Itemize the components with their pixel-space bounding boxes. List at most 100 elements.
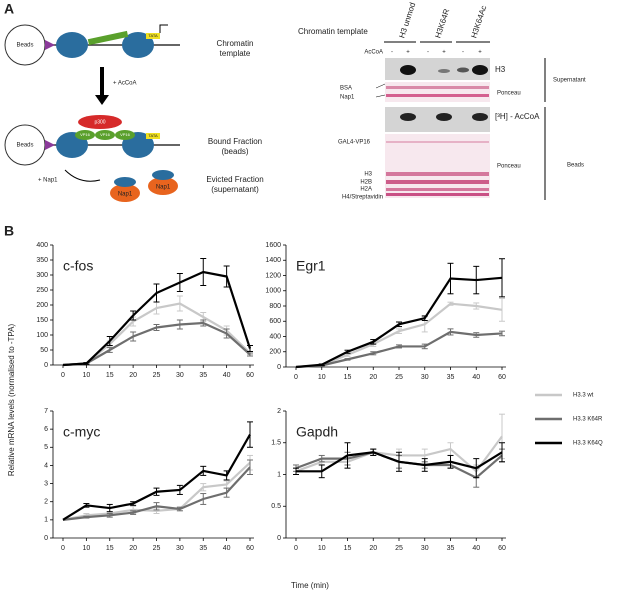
error-bar bbox=[421, 458, 428, 472]
y-tick-label: 400 bbox=[36, 242, 48, 249]
beads-label: Beads bbox=[16, 43, 33, 49]
sign: + bbox=[406, 50, 410, 56]
x-tick-label: 35 bbox=[199, 545, 207, 552]
x-tick-label: 10 bbox=[82, 372, 90, 379]
vp16-label: VP16 bbox=[120, 132, 131, 137]
y-tick-label: 2 bbox=[44, 499, 48, 506]
stage-label: Evicted Fraction bbox=[206, 175, 263, 184]
error-bar bbox=[130, 501, 137, 506]
x-tick-label: 0 bbox=[61, 372, 65, 379]
fraction-label: Beads bbox=[567, 163, 584, 169]
x-tick-label: 0 bbox=[294, 545, 298, 552]
y-tick-label: 1 bbox=[277, 471, 281, 478]
x-tick-label: 30 bbox=[421, 374, 429, 381]
error-bar bbox=[176, 319, 183, 330]
p300-label: p300 bbox=[94, 119, 105, 125]
error-bar bbox=[176, 295, 183, 312]
chart-title: c-myc bbox=[63, 424, 100, 440]
y-tick-label: 250 bbox=[36, 287, 48, 294]
error-bar bbox=[344, 349, 351, 354]
legend-label: H3.3 K64Q bbox=[573, 441, 603, 447]
stage-label: Chromatin bbox=[217, 39, 254, 48]
y-tick-label: 400 bbox=[269, 333, 281, 340]
x-tick-label: 15 bbox=[106, 545, 114, 552]
error-bar bbox=[396, 328, 402, 334]
y-tick-label: 50 bbox=[40, 347, 48, 354]
error-bar bbox=[176, 506, 183, 512]
sign: - bbox=[462, 50, 464, 56]
error-bar bbox=[83, 515, 90, 519]
error-bar bbox=[447, 301, 454, 306]
x-tick-label: 25 bbox=[395, 374, 403, 381]
x-tick-label: 20 bbox=[369, 374, 377, 381]
error-bar bbox=[370, 448, 377, 456]
error-bar bbox=[344, 358, 351, 361]
y-tick-label: 1000 bbox=[265, 288, 281, 295]
error-bar bbox=[83, 503, 90, 508]
error-bar bbox=[223, 470, 230, 481]
error-bar bbox=[200, 493, 207, 505]
x-tick-label: 30 bbox=[176, 545, 184, 552]
x-tick-label: 20 bbox=[369, 545, 377, 552]
y-tick-label: 200 bbox=[36, 302, 48, 309]
error-bar bbox=[176, 273, 183, 292]
chart-title: Egr1 bbox=[296, 258, 326, 274]
error-bar bbox=[153, 324, 160, 331]
error-bar bbox=[106, 503, 113, 513]
y-tick-label: 0.5 bbox=[271, 503, 281, 510]
band-label: BSA bbox=[340, 86, 352, 92]
lane-label: H3K64R bbox=[433, 8, 451, 40]
band-label: GAL4-VP16 bbox=[338, 140, 371, 146]
x-tick-label: 15 bbox=[344, 545, 352, 552]
y-tick-label: 1600 bbox=[265, 242, 281, 249]
fraction-label: Supernatant bbox=[553, 78, 586, 84]
stage-label: (supernatant) bbox=[211, 185, 259, 194]
error-bar bbox=[318, 464, 325, 479]
error-bar bbox=[130, 310, 137, 321]
x-tick-label: 60 bbox=[246, 545, 254, 552]
error-bar bbox=[247, 345, 253, 352]
tata-label: TATA bbox=[148, 133, 158, 138]
error-bar bbox=[247, 352, 253, 357]
error-bar bbox=[499, 330, 505, 337]
lane-label: H3K64Ac bbox=[469, 4, 488, 39]
nap1-add-label: + Nap1 bbox=[38, 178, 58, 184]
error-bar bbox=[106, 347, 113, 353]
x-tick-label: 35 bbox=[447, 545, 455, 552]
error-bar bbox=[473, 332, 480, 338]
x-tick-label: 15 bbox=[106, 372, 114, 379]
diagram bbox=[4, 24, 180, 202]
error-bar bbox=[473, 302, 480, 310]
error-bar bbox=[396, 344, 402, 349]
error-bar bbox=[200, 258, 207, 286]
error-bar bbox=[318, 363, 325, 366]
vp16-label: VP16 bbox=[80, 132, 91, 137]
sign: - bbox=[391, 50, 393, 56]
chart-title: Gapdh bbox=[296, 424, 338, 440]
stage-label: template bbox=[220, 49, 251, 58]
y-tick-label: 1200 bbox=[265, 272, 281, 279]
error-bar bbox=[176, 484, 183, 495]
error-bar bbox=[153, 502, 160, 511]
vp16-label: VP16 bbox=[100, 132, 111, 137]
y-tick-label: 350 bbox=[36, 257, 48, 264]
error-bar bbox=[247, 421, 253, 448]
error-bar bbox=[200, 483, 207, 492]
x-tick-label: 10 bbox=[82, 545, 90, 552]
y-tick-label: 150 bbox=[36, 317, 48, 324]
y-tick-label: 6 bbox=[44, 426, 48, 433]
error-bar bbox=[200, 319, 207, 327]
x-tick-label: 40 bbox=[223, 545, 231, 552]
error-bar bbox=[447, 454, 454, 469]
error-bar bbox=[130, 331, 137, 342]
error-bar bbox=[370, 339, 377, 345]
y-tick-label: 800 bbox=[269, 303, 281, 310]
error-bar bbox=[421, 315, 428, 321]
stain-label: Ponceau bbox=[497, 91, 521, 97]
stage-label: Bound Fraction bbox=[208, 137, 262, 146]
error-bar bbox=[499, 297, 505, 322]
x-tick-label: 25 bbox=[153, 372, 161, 379]
x-tick-label: 10 bbox=[318, 374, 326, 381]
error-bar bbox=[293, 467, 299, 475]
